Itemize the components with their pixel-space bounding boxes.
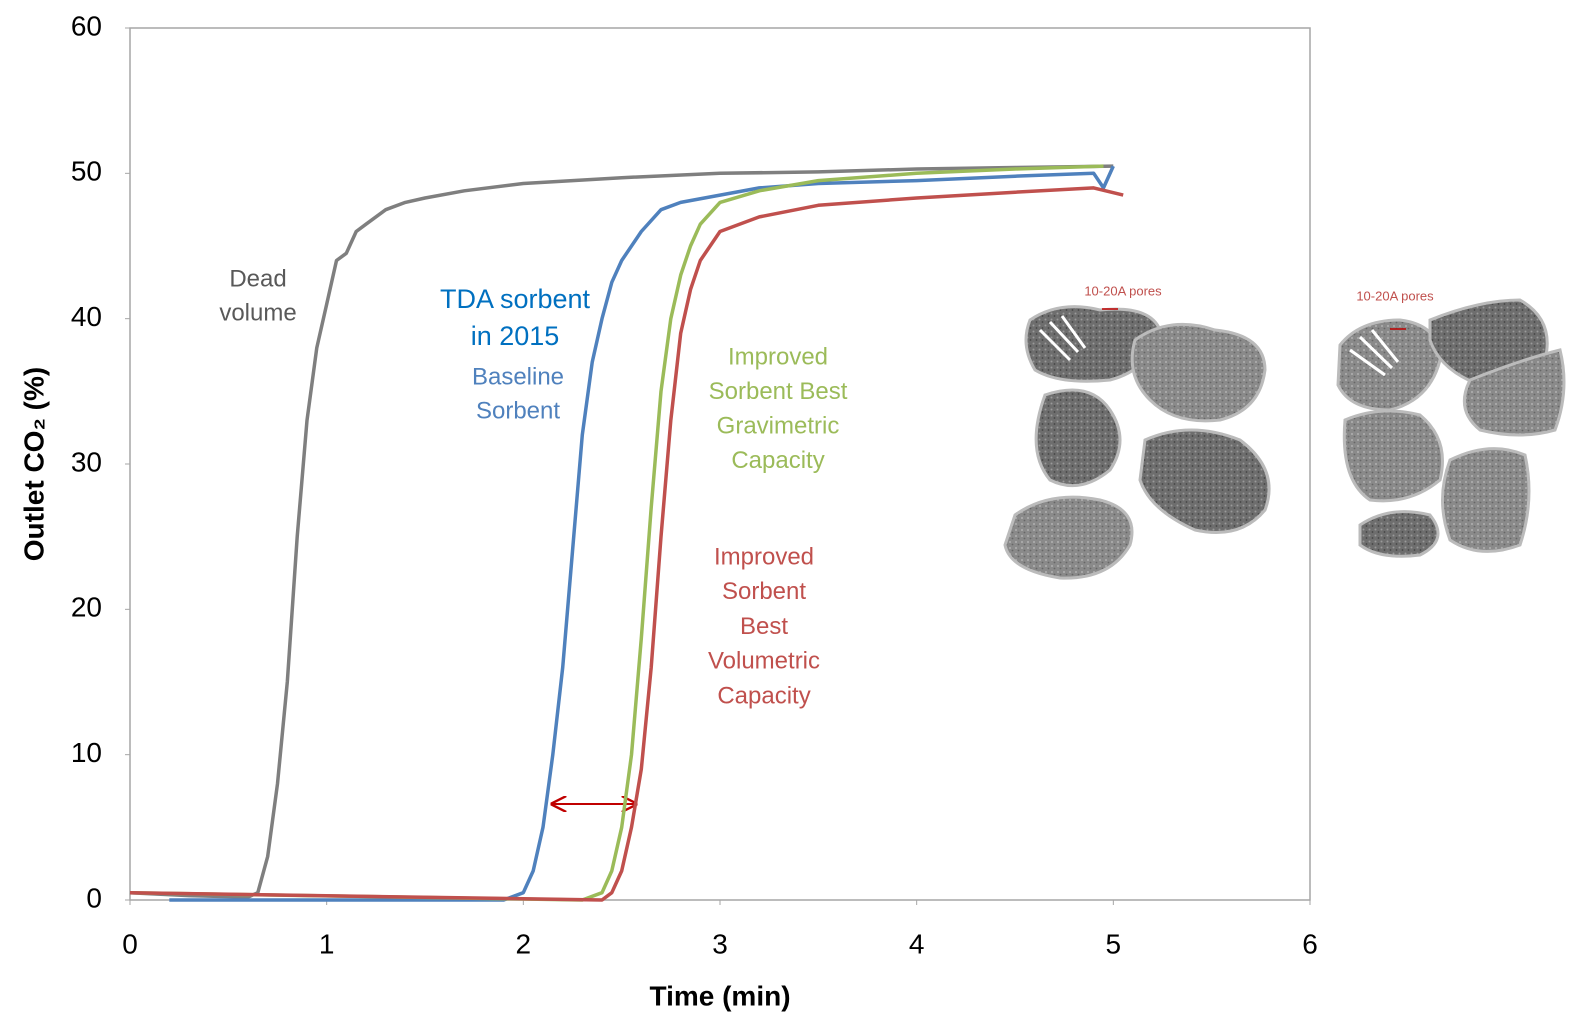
- annotation: Dead: [229, 265, 286, 292]
- annotation: Improved: [714, 543, 814, 570]
- annotation: Sorbent Best: [709, 378, 848, 405]
- annotation: Capacity: [717, 683, 810, 710]
- y-tick-label: 30: [71, 446, 102, 477]
- annotation: Baseline: [472, 363, 564, 390]
- y-axis-title: Outlet CO₂ (%): [18, 367, 49, 561]
- particle-image: [1005, 307, 1269, 578]
- annotation: Best: [740, 613, 788, 640]
- pore-label: 10-20A pores: [1084, 283, 1162, 298]
- x-tick-label: 6: [1302, 928, 1318, 959]
- x-tick-label: 0: [122, 928, 138, 959]
- annotation: in 2015: [471, 321, 560, 351]
- y-tick-label: 40: [71, 301, 102, 332]
- annotation: TDA sorbent: [440, 284, 591, 314]
- y-tick-label: 60: [71, 10, 102, 41]
- x-tick-label: 3: [712, 928, 728, 959]
- x-axis-title: Time (min): [649, 980, 790, 1011]
- x-tick-label: 5: [1106, 928, 1122, 959]
- chart: Time (min) Outlet CO₂ (%) 10-20A pores 1…: [0, 0, 1575, 1020]
- annotation: Improved: [728, 343, 828, 370]
- annotation: Sorbent: [722, 578, 806, 605]
- annotation: Capacity: [731, 447, 824, 474]
- x-tick-label: 2: [516, 928, 532, 959]
- particle-image: [1338, 300, 1564, 556]
- annotation: Volumetric: [708, 648, 820, 675]
- y-tick-label: 20: [71, 592, 102, 623]
- annotation: volume: [219, 299, 296, 326]
- x-tick-label: 4: [909, 928, 925, 959]
- data-line: [169, 166, 1113, 900]
- y-tick-label: 10: [71, 737, 102, 768]
- annotation: Sorbent: [476, 397, 560, 424]
- plot-area: [130, 28, 1310, 900]
- y-tick-label: 0: [86, 882, 102, 913]
- x-tick-label: 1: [319, 928, 335, 959]
- annotation: Gravimetric: [717, 412, 840, 439]
- pore-label: 10-20A pores: [1356, 288, 1434, 303]
- y-tick-label: 50: [71, 156, 102, 187]
